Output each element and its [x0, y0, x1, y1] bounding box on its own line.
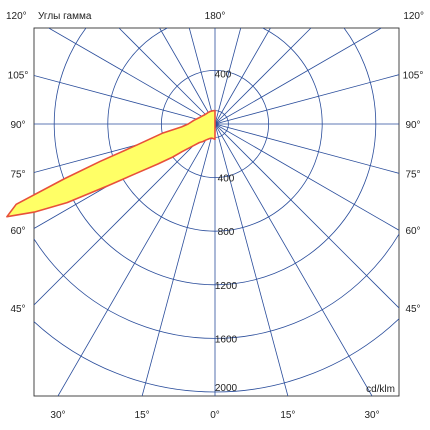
- grid-spoke: [48, 28, 216, 125]
- grid-spoke: [214, 28, 382, 125]
- grid-spoke: [214, 123, 373, 396]
- grid-spoke: [214, 123, 399, 231]
- radial-tick-label: 400: [218, 174, 235, 185]
- grid-spoke: [159, 28, 216, 125]
- grid-spoke: [214, 74, 399, 125]
- grid-spoke: [188, 28, 216, 125]
- grid-spoke: [57, 123, 216, 396]
- left-angle-label: 75°: [10, 169, 25, 180]
- grid-spoke: [214, 123, 399, 309]
- top-right-angle-label: 120°: [403, 11, 424, 22]
- right-angle-label: 60°: [405, 226, 420, 237]
- grid-spoke: [34, 123, 216, 306]
- radial-tick-label: 400: [215, 69, 232, 80]
- left-angle-label: 105°: [8, 71, 29, 82]
- left-angle-label: 45°: [10, 304, 25, 315]
- grid-spoke: [214, 28, 271, 125]
- radial-tick-label: 1600: [215, 334, 238, 345]
- grid-spoke: [34, 75, 216, 125]
- bottom-angle-label: 15°: [280, 410, 295, 421]
- radial-tick-label: 1200: [215, 281, 238, 292]
- right-angle-label: 75°: [405, 169, 420, 180]
- grid-spoke: [118, 28, 216, 125]
- curve-layer: [6, 109, 216, 218]
- grid-spoke: [141, 123, 216, 396]
- grid-spoke: [214, 28, 242, 125]
- chart-title: Углы гамма: [38, 11, 92, 22]
- left-angle-label: 60°: [10, 226, 25, 237]
- radial-tick-label: 2000: [215, 383, 238, 394]
- bottom-angle-label: 30°: [50, 410, 65, 421]
- top-center-angle-label: 180°: [205, 11, 226, 22]
- right-angle-label: 45°: [405, 304, 420, 315]
- intensity-curve: [6, 109, 216, 218]
- grid-spoke: [214, 123, 289, 396]
- right-angle-label: 90°: [405, 120, 420, 131]
- left-angle-label: 90°: [10, 120, 25, 131]
- grid-spoke: [214, 28, 312, 125]
- unit-label: cd/klm: [366, 384, 395, 395]
- bottom-angle-label: 30°: [364, 410, 379, 421]
- bottom-angle-label: 15°: [135, 410, 150, 421]
- grid-layer: [34, 28, 399, 396]
- top-left-angle-label: 120°: [6, 11, 27, 22]
- bottom-angle-label: 0°: [210, 410, 220, 421]
- label-layer: 400 400 800 1200 1600 2000 105° 105° 90° 90° 75° 75…: [8, 69, 424, 421]
- radial-tick-label: 800: [218, 227, 235, 238]
- grid-spoke: [214, 123, 399, 174]
- right-angle-label: 105°: [403, 71, 424, 82]
